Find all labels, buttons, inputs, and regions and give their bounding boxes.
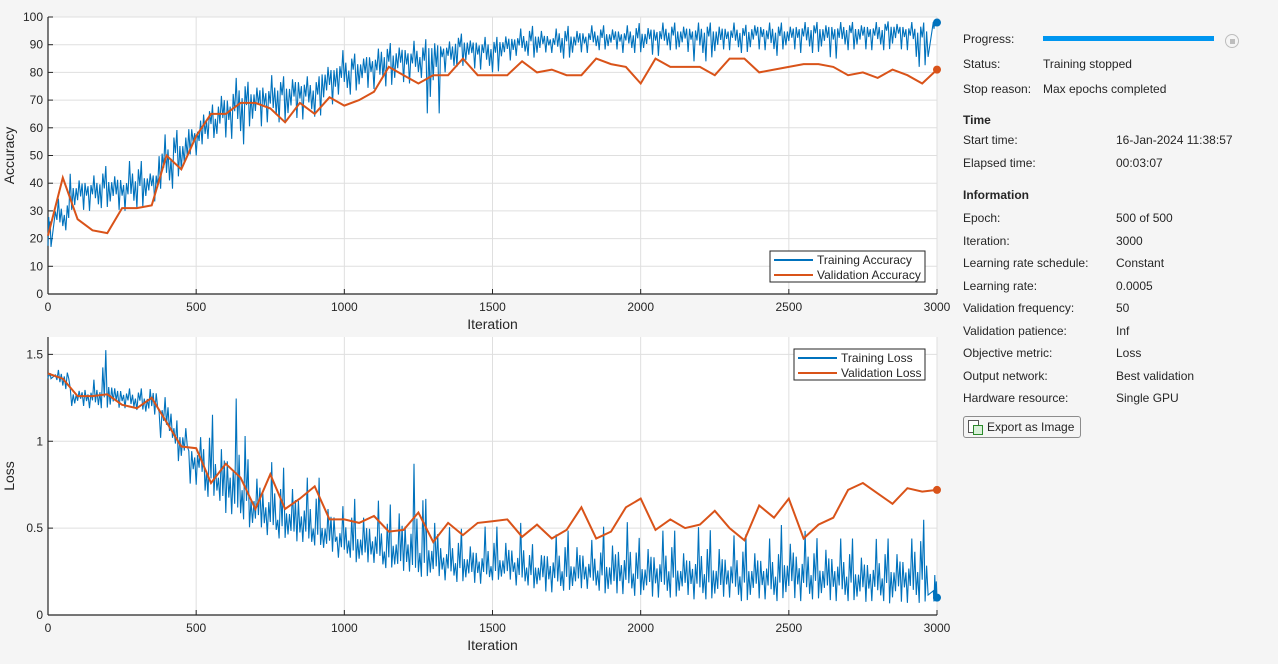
start-time-label: Start time:: [963, 133, 1018, 147]
y-tick-label: 60: [30, 121, 44, 135]
legend-box: [793, 348, 926, 381]
legend-entry: Training Loss: [841, 351, 913, 365]
y-tick-label: 20: [30, 232, 44, 246]
info-label: Hardware resource:: [963, 391, 1069, 405]
x-tick-label: 3000: [924, 300, 950, 314]
training-series-line: [47, 350, 938, 604]
info-label: Learning rate:: [963, 278, 1038, 293]
y-tick-label: 50: [30, 149, 44, 163]
info-value: Constant: [1116, 256, 1165, 270]
info-value: 50: [1116, 301, 1130, 315]
stop-icon[interactable]: [1225, 34, 1239, 48]
info-label: Validation frequency:: [963, 301, 1075, 315]
start-time-value: 16-Jan-2024 11:38:57: [1116, 133, 1233, 147]
x-tick-label: 2000: [627, 621, 654, 635]
y-axis-label: Loss: [1, 461, 17, 491]
progress-label: Progress:: [963, 32, 1015, 46]
validation-series-line: [47, 57, 938, 237]
y-tick-label: 1: [36, 434, 43, 448]
legend-box: [769, 250, 926, 283]
y-tick-label: 10: [30, 259, 44, 273]
loss-plot: 0 500 1000 1500 2000 2500 3000 0 0.5 1 1.5 Iteratio…: [1, 337, 950, 653]
x-tick-label: 2500: [775, 300, 802, 314]
y-tick-label: 70: [30, 93, 44, 107]
info-value: Loss: [1116, 346, 1142, 360]
elapsed-time-label: Elapsed time:: [963, 156, 1036, 170]
info-value: Best validation: [1116, 368, 1195, 383]
elapsed-time-value: 00:03:07: [1116, 156, 1163, 170]
info-label: Output network:: [963, 368, 1048, 383]
progress-bar: [1043, 36, 1214, 41]
y-axis-label: Accuracy: [1, 127, 17, 185]
legend-entry: Validation Loss: [841, 366, 922, 380]
x-tick-label: 2000: [627, 300, 654, 314]
legend-entry: Validation Accuracy: [817, 268, 921, 282]
validation-final-marker: [933, 65, 941, 74]
x-tick-label: 1500: [479, 621, 506, 635]
export-as-image-button[interactable]: Export as Image: [963, 416, 1082, 438]
validation-final-marker: [933, 485, 941, 494]
y-tick-label: 1.5: [26, 347, 43, 361]
x-tick-label: 1500: [479, 300, 506, 314]
training-plots: 0 500 1000 1500 2000 2500 30000102030405060708…: [1, 10, 950, 653]
stop-reason-label: Stop reason:: [963, 82, 1032, 96]
x-tick-label: 1000: [331, 300, 358, 314]
info-value: 500 of 500: [1116, 211, 1173, 225]
validation-series-line: [47, 372, 938, 544]
x-tick-label: 500: [186, 621, 206, 635]
accuracy-plot: 0 500 1000 1500 2000 2500 3000 0 10 20 30 40 50 60 70 8…: [1, 10, 950, 332]
info-value: Inf: [1116, 323, 1130, 338]
info-value: 0.0005: [1116, 278, 1153, 293]
stop-reason-value: Max epochs completed: [1043, 82, 1167, 96]
info-label: Learning rate schedule:: [963, 256, 1089, 270]
status-label: Status:: [963, 57, 1001, 71]
info-label: Validation patience:: [963, 323, 1067, 338]
y-tick-label: 30: [30, 204, 44, 218]
x-tick-label: 0: [45, 621, 52, 635]
information-header: Information: [963, 188, 1029, 202]
legend-entry: Training Accuracy: [817, 253, 912, 267]
info-label: Epoch:: [963, 211, 1001, 225]
y-tick-label: 0: [36, 287, 43, 301]
status-value: Training stopped: [1043, 57, 1132, 71]
y-tick-label: 90: [30, 38, 44, 52]
info-label: Objective metric:: [963, 346, 1053, 360]
x-axis-label: Iteration: [467, 637, 518, 653]
y-tick-label: 0.5: [26, 521, 43, 535]
export-image-icon: [968, 420, 983, 435]
info-value: 3000: [1116, 233, 1143, 248]
x-tick-label: 1000: [331, 621, 358, 635]
time-header: Time: [963, 113, 991, 127]
x-axis-label: Iteration: [467, 316, 518, 332]
training-final-marker: [933, 593, 941, 602]
info-label: Iteration:: [963, 233, 1010, 248]
info-value: Single GPU: [1116, 391, 1179, 405]
training-series-line: [47, 20, 938, 247]
export-button-label: Export as Image: [987, 420, 1075, 434]
y-tick-label: 100: [23, 10, 43, 24]
x-tick-label: 0: [45, 300, 52, 314]
x-tick-label: 3000: [924, 621, 950, 635]
training-final-marker: [933, 18, 941, 27]
y-tick-label: 80: [30, 65, 44, 79]
y-tick-label: 40: [30, 176, 44, 190]
x-tick-label: 2500: [775, 621, 802, 635]
x-tick-label: 500: [186, 300, 206, 314]
y-tick-label: 0: [36, 608, 43, 622]
